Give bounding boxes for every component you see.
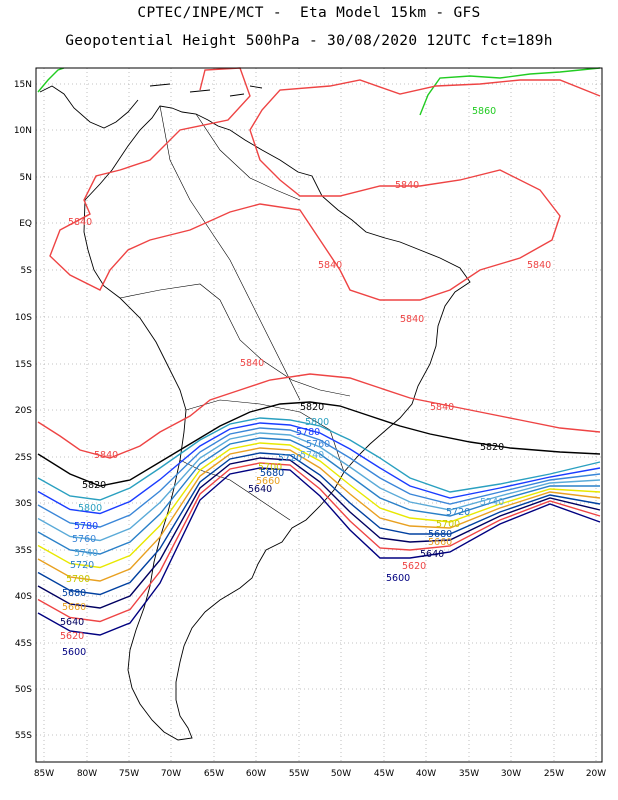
label-5820-a: 5820 bbox=[300, 402, 324, 413]
contour-5780 bbox=[37, 422, 601, 515]
label-right-5600: 5600 bbox=[386, 573, 410, 584]
label-left-5700: 5700 bbox=[66, 574, 90, 585]
lat-tick-label: 55S bbox=[15, 731, 32, 741]
contour-5860-west bbox=[37, 67, 65, 93]
contour-5600 bbox=[37, 467, 601, 636]
label-right-5620: 5620 bbox=[402, 561, 426, 572]
lon-tick-label: 80W bbox=[77, 769, 97, 779]
lon-tick-label: 70W bbox=[161, 769, 181, 779]
label-right-5660: 5660 bbox=[428, 537, 452, 548]
map-frame bbox=[35, 67, 603, 763]
label-5840-mid-a: 5840 bbox=[240, 358, 264, 369]
label-5840-b: 5840 bbox=[68, 217, 92, 228]
label-center-5780: 5780 bbox=[296, 427, 320, 438]
label-center-5720: 5720 bbox=[278, 453, 302, 464]
label-center-5680: 5680 bbox=[260, 468, 284, 479]
contour-5820 bbox=[37, 401, 601, 487]
label-left-5760: 5760 bbox=[72, 534, 96, 545]
lon-tick-label: 40W bbox=[416, 769, 436, 779]
contour-5660 bbox=[37, 452, 601, 596]
label-left-5800: 5800 bbox=[78, 503, 102, 514]
lon-tick-label: 45W bbox=[374, 769, 394, 779]
contour-5760 bbox=[37, 427, 601, 528]
lon-tick-label: 20W bbox=[586, 769, 606, 779]
lon-tick-label: 75W bbox=[119, 769, 139, 779]
contour-5860 bbox=[419, 67, 601, 116]
lat-tick-label: 50S bbox=[15, 685, 32, 695]
contour-5740 bbox=[37, 432, 601, 542]
label-left-5600: 5600 bbox=[62, 647, 86, 658]
south-america-coastline bbox=[83, 105, 471, 741]
lat-tick-label: 5S bbox=[21, 266, 33, 276]
label-right-5720: 5720 bbox=[446, 507, 470, 518]
contour-5680 bbox=[37, 447, 601, 582]
label-5840-c: 5840 bbox=[318, 260, 342, 271]
lon-tick-label: 55W bbox=[289, 769, 309, 779]
label-left-5660: 5660 bbox=[62, 602, 86, 613]
label-5840-mid-c: 5840 bbox=[94, 450, 118, 461]
label-right-5740: 5740 bbox=[480, 497, 504, 508]
lon-tick-label: 60W bbox=[246, 769, 266, 779]
label-left-5620: 5620 bbox=[60, 631, 84, 642]
label-5820-b: 5820 bbox=[480, 442, 504, 453]
lat-tick-label: 5N bbox=[20, 173, 32, 183]
label-center-5800: 5800 bbox=[305, 417, 329, 428]
lat-tick-label: EQ bbox=[19, 219, 32, 229]
label-5840-a: 5840 bbox=[395, 180, 419, 191]
label-left-5780: 5780 bbox=[74, 521, 98, 532]
contour-5840-mid bbox=[37, 373, 601, 459]
label-right-5640: 5640 bbox=[420, 549, 444, 560]
lat-tick-label: 40S bbox=[15, 592, 32, 602]
label-5840-d: 5840 bbox=[527, 260, 551, 271]
lat-tick-label: 10N bbox=[14, 126, 32, 136]
longitude-tick-labels: 85W 80W 75W 70W 65W 60W 55W 50W 45W 40W 35W 30W 25W 2… bbox=[34, 769, 606, 779]
label-left-5680: 5680 bbox=[62, 588, 86, 599]
lon-tick-label: 25W bbox=[544, 769, 564, 779]
contour-labels: 5860 5840 5840 5840 5840 5840 5840 5840 … bbox=[60, 106, 551, 658]
contour-5840-north bbox=[49, 67, 601, 301]
label-right-5680: 5680 bbox=[428, 529, 452, 540]
lon-tick-label: 35W bbox=[459, 769, 479, 779]
lon-tick-label: 50W bbox=[331, 769, 351, 779]
caribbean-islands bbox=[149, 83, 263, 97]
country-borders bbox=[119, 105, 351, 521]
lon-tick-label: 30W bbox=[501, 769, 521, 779]
contour-5800 bbox=[37, 417, 601, 501]
label-left-5740: 5740 bbox=[74, 548, 98, 559]
label-center-5700: 5700 bbox=[258, 462, 282, 473]
label-center-5760: 5760 bbox=[306, 439, 330, 450]
central-america-coastline bbox=[39, 85, 139, 129]
lon-tick-label: 65W bbox=[204, 769, 224, 779]
label-5820-c: 5820 bbox=[82, 480, 106, 491]
lat-tick-label: 15S bbox=[15, 360, 32, 370]
label-center-5740: 5740 bbox=[300, 450, 324, 461]
label-5860-north: 5860 bbox=[472, 106, 496, 117]
latitude-tick-labels: 15N 10N 5N EQ 5S 10S 15S 20S 25S 30S 35S 40S 45S 50S 5… bbox=[14, 80, 32, 741]
contour-5620 bbox=[37, 462, 601, 623]
lat-tick-label: 10S bbox=[15, 313, 32, 323]
lat-tick-label: 30S bbox=[15, 499, 32, 509]
label-center-5660: 5660 bbox=[256, 476, 280, 487]
label-left-5640: 5640 bbox=[60, 617, 84, 628]
label-center-5640: 5640 bbox=[248, 484, 272, 495]
label-5840-e: 5840 bbox=[400, 314, 424, 325]
contour-band-lines bbox=[37, 417, 601, 636]
label-right-5700: 5700 bbox=[436, 519, 460, 530]
contour-5720 bbox=[37, 437, 600, 555]
lon-tick-label: 85W bbox=[34, 769, 54, 779]
lat-tick-label: 45S bbox=[15, 639, 32, 649]
contour-lines bbox=[37, 67, 601, 487]
contour-5640 bbox=[37, 457, 601, 609]
chart-subtitle: Geopotential Height 500hPa - 30/08/2020 … bbox=[65, 33, 553, 49]
contour-5700 bbox=[37, 442, 601, 569]
label-5840-mid-b: 5840 bbox=[430, 402, 454, 413]
lat-tick-label: 20S bbox=[15, 406, 32, 416]
gridlines bbox=[36, 68, 602, 762]
chart-title: CPTEC/INPE/MCT - Eta Model 15km - GFS bbox=[137, 5, 481, 21]
lat-tick-label: 15N bbox=[14, 80, 32, 90]
lat-tick-label: 35S bbox=[15, 546, 32, 556]
lat-tick-label: 25S bbox=[15, 453, 32, 463]
label-left-5720: 5720 bbox=[70, 560, 94, 571]
